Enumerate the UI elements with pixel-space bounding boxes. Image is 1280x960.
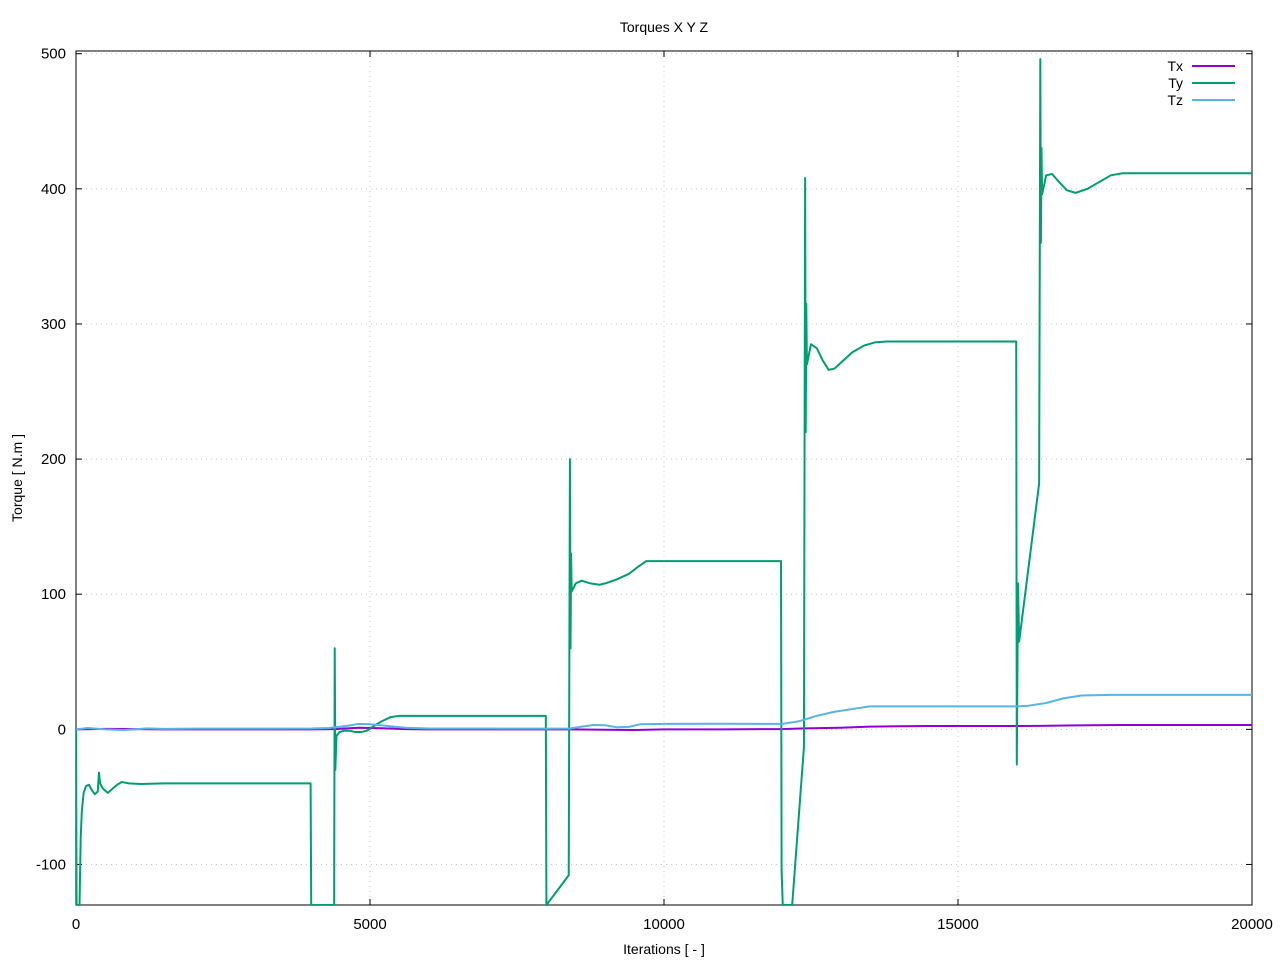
series-line-tz [76, 693, 1252, 732]
series-group [76, 58, 1252, 905]
x-tick-label: 15000 [937, 916, 979, 933]
series-line-ty [76, 58, 1252, 905]
y-tick-label: 300 [41, 316, 66, 333]
legend-label-tz: Tz [1167, 92, 1183, 108]
x-tick-label: 0 [72, 916, 80, 933]
x-tick-label: 5000 [353, 916, 386, 933]
y-axis-label: Torque [ N.m ] [9, 434, 25, 522]
x-axis-label: Iterations [ - ] [623, 941, 705, 957]
x-tick-label: 20000 [1231, 916, 1273, 933]
chart-title: Torques X Y Z [620, 19, 709, 35]
x-tick-label: 10000 [643, 916, 685, 933]
axis-ticks: 0 5000 10000 15000 20000 -100 0 100 200 300 400 500 [36, 46, 1273, 933]
y-tick-label: 0 [58, 721, 66, 738]
grid [76, 51, 1252, 905]
y-tick-label: 400 [41, 181, 66, 198]
legend-label-ty: Ty [1168, 75, 1183, 91]
y-tick-label: 500 [41, 46, 66, 63]
y-tick-label: -100 [36, 856, 66, 873]
y-tick-label: 200 [41, 451, 66, 468]
y-tick-label: 100 [41, 586, 66, 603]
legend-label-tx: Tx [1167, 58, 1183, 74]
